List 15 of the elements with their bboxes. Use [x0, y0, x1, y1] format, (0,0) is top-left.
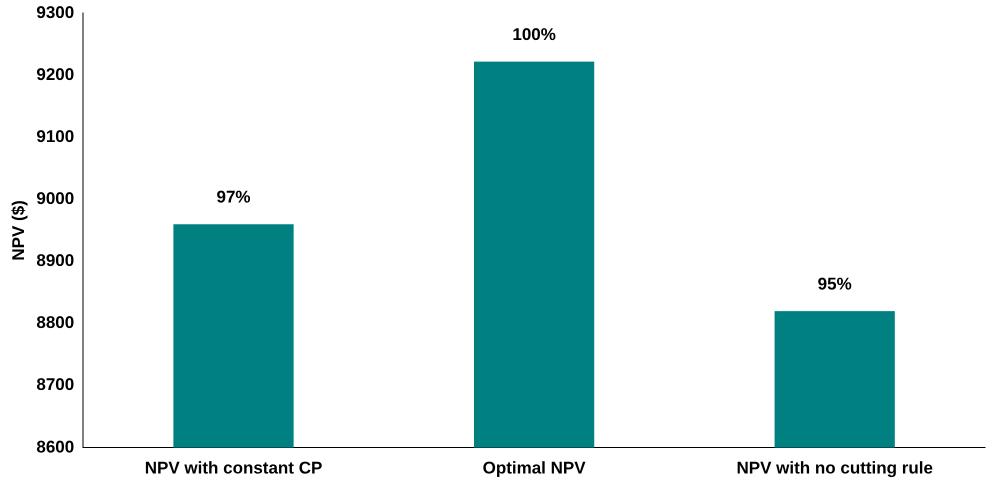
annotation: 95% [818, 274, 852, 294]
y-tick-label: 9300 [36, 2, 74, 22]
y-tick-label: 8600 [36, 437, 74, 456]
x-tick-label: NPV with constant CP [144, 458, 322, 478]
y-tick-label: 8800 [36, 313, 74, 332]
x-tick-label: Optimal NPV [482, 458, 586, 478]
y-tick-label: 9100 [36, 127, 74, 146]
y-tick-label: 8700 [36, 375, 74, 394]
x-tick-label: NPV with no cutting rule [736, 458, 933, 478]
y-axis-title: NPV ($) [8, 200, 28, 261]
y-tick-label: 9000 [36, 189, 74, 208]
y-tick-label: 9200 [36, 64, 74, 84]
annotation: 97% [216, 187, 251, 206]
annotation: 100% [512, 24, 556, 44]
y-tick-label: 8900 [36, 251, 74, 270]
